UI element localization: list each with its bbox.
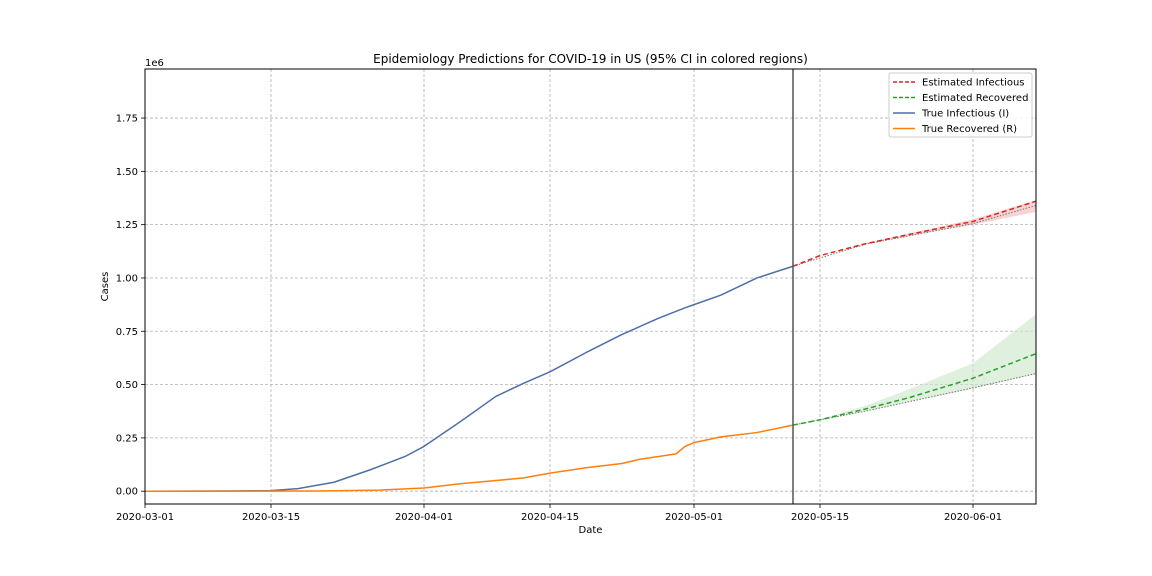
true-infectious-i-line [144,265,794,492]
true-recovered-r-line [144,424,794,492]
x-tick-label: 2020-03-15 [242,512,300,523]
legend-label-true-recovered-r: True Recovered (R) [921,124,1017,135]
grid [144,69,1036,504]
legend-label-true-infectious-i: True Infectious (I) [921,109,1009,120]
chart-title: Epidemiology Predictions for COVID-19 in… [373,52,808,66]
legend: Estimated Infectious Estimated Recovered T… [888,72,1033,138]
series-lines [144,200,1037,492]
estimated-infectious-lower-bound-line [792,204,1037,267]
y-tick-label: 1.75 [116,114,138,125]
x-tick-label: 2020-03-01 [116,512,174,523]
y-tick-label: 1.00 [116,273,138,284]
estimated-infectious-ci-band [793,200,1036,267]
x-tick-label: 2020-06-01 [944,512,1002,523]
y-tick-label: 1.25 [116,220,138,231]
x-axis-label: Date [579,525,603,536]
y-tick-label: 0.25 [116,433,138,444]
x-tick-label: 2020-04-15 [521,512,579,523]
y-tick-label: 0.75 [116,327,138,338]
estimated-recovered-ci-band [793,314,1036,426]
legend-label-estimated-recovered: Estimated Recovered [922,93,1028,104]
x-tick-label: 2020-04-01 [395,512,453,523]
x-tick-label: 2020-05-15 [791,512,849,523]
confidence-bands [792,200,1037,426]
x-tick-label: 2020-05-01 [665,512,723,523]
y-multiplier-label: 1e6 [145,58,164,69]
estimated-infectious-line [792,200,1037,267]
legend-label-estimated-infectious: Estimated Infectious [922,78,1025,89]
y-tick-label: 0.00 [116,487,138,498]
legend-box [888,72,1033,138]
y-tick-label: 0.50 [116,380,138,391]
y-axis-label: Cases [100,272,111,302]
axis-ticks: 2020-03-01 2020-03-15 2020-04-01 2020-04-15… [116,114,1002,523]
y-tick-label: 1.50 [116,167,138,178]
plot-frame [144,68,1037,505]
estimated-recovered-line [792,352,1037,426]
